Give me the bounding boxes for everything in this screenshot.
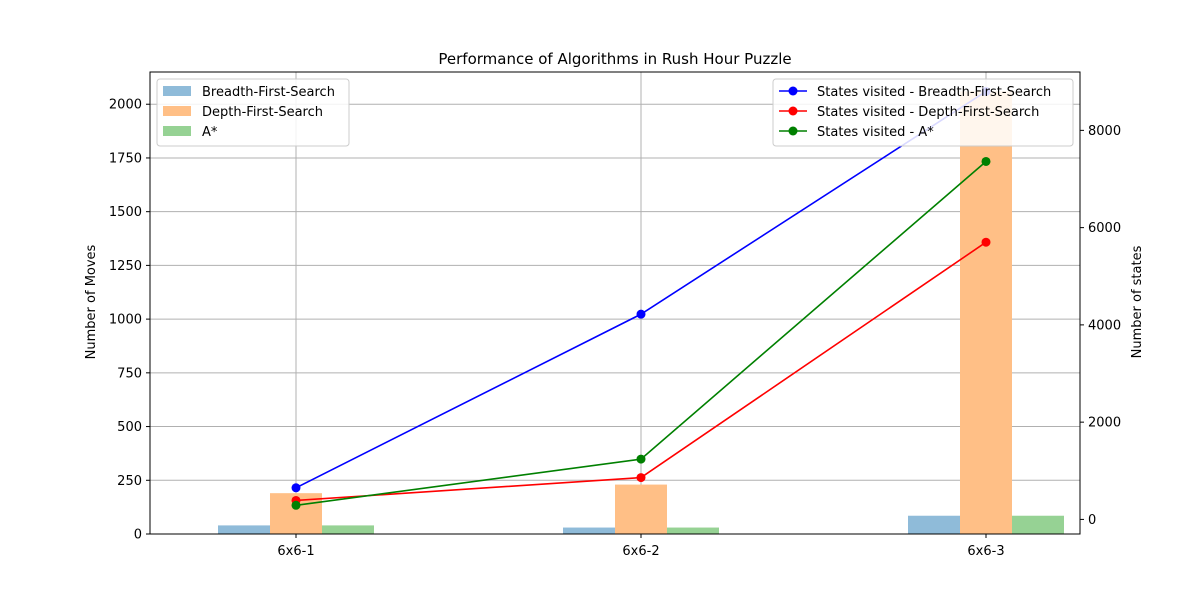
- left-tick-label: 750: [117, 366, 142, 381]
- legend-marker: [788, 106, 798, 116]
- bar: [218, 525, 270, 534]
- bar: [322, 525, 374, 534]
- legend-entry: A*: [202, 125, 218, 140]
- right-tick-label: 6000: [1088, 221, 1121, 236]
- left-tick-label: 250: [117, 474, 142, 489]
- left-tick-label: 1500: [109, 205, 142, 220]
- legend-entry: States visited - Breadth-First-Search: [817, 85, 1051, 100]
- bar: [908, 515, 960, 534]
- data-point: [636, 473, 646, 483]
- left-tick-label: 0: [134, 528, 142, 543]
- x-tick-label: 6x6-1: [277, 544, 314, 559]
- right-axis-label: Number of states: [1130, 245, 1145, 358]
- left-tick-label: 1000: [109, 313, 142, 328]
- legend-entry: States visited - Depth-First-Search: [817, 105, 1039, 120]
- x-tick-label: 6x6-3: [967, 544, 1004, 559]
- lines-layer: [291, 86, 991, 510]
- data-point: [981, 237, 991, 247]
- data-point: [636, 309, 646, 319]
- bar-legend: Breadth-First-Search Depth-First-Search A*: [156, 78, 350, 147]
- bar-legend-box: [156, 78, 350, 147]
- line-legend-box: [772, 78, 1074, 147]
- right-tick-label: 4000: [1088, 318, 1121, 333]
- left-tick-label: 1750: [109, 151, 142, 166]
- data-point: [291, 483, 301, 493]
- right-tick-label: 2000: [1088, 416, 1121, 431]
- legend-entry: Breadth-First-Search: [202, 85, 335, 100]
- bar: [563, 527, 615, 534]
- data-point: [981, 156, 991, 166]
- bar: [667, 527, 719, 534]
- left-tick-label: 1250: [109, 259, 142, 274]
- left-axis-label: Number of Moves: [84, 244, 99, 359]
- x-tick-label: 6x6-2: [622, 544, 659, 559]
- line-legend: States visited - Breadth-First-Search Sta…: [772, 78, 1074, 147]
- legend-entry: Depth-First-Search: [202, 105, 323, 120]
- legend-swatch: [163, 106, 191, 116]
- legend-entry: States visited - A*: [817, 125, 934, 140]
- right-tick-label: 8000: [1088, 124, 1121, 139]
- axes-layer: 0 250 500 750 1000 1250 1500 1750 2000 0 2000 4000 6…: [109, 71, 1121, 559]
- legend-marker: [788, 126, 798, 136]
- plot-frame: [149, 71, 1081, 535]
- right-tick-label: 0: [1088, 513, 1096, 528]
- legend-swatch: [163, 86, 191, 96]
- bar: [1012, 515, 1064, 534]
- data-point: [636, 454, 646, 464]
- legend-marker: [788, 86, 798, 96]
- bar: [615, 484, 667, 534]
- chart-title: Performance of Algorithms in Rush Hour P…: [438, 50, 791, 68]
- left-tick-label: 2000: [109, 98, 142, 113]
- legend-swatch: [163, 126, 191, 136]
- data-point: [291, 500, 301, 510]
- bars-layer: [218, 91, 1064, 534]
- left-tick-label: 500: [117, 420, 142, 435]
